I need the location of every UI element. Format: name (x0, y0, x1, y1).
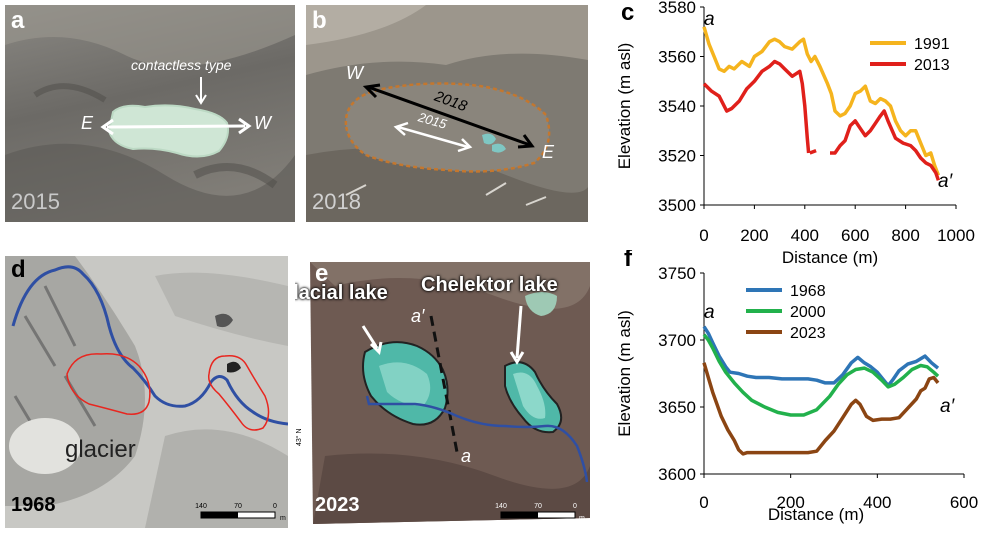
panel-b: b W E 2018 2015 2018 (306, 5, 588, 222)
y-tick-label: 3520 (658, 147, 696, 166)
scale-tick-e-0: 0 (573, 503, 577, 510)
legend-label-2013: 2013 (914, 57, 950, 74)
scale-tick-e-70: 70 (534, 503, 542, 510)
x-tick-label: 800 (891, 226, 919, 245)
scale-tick-d-0: 0 (273, 503, 277, 510)
x-tick-label: 1000 (937, 226, 975, 245)
legend-label-1968: 1968 (790, 283, 826, 300)
end-label-a-prime: a′ (938, 171, 954, 192)
series-line-2013 (830, 109, 941, 181)
chart-c-svg: 3500 3520 3540 3560 3580 0 200 400 600 800 1000 Dis… (615, 0, 975, 267)
panel-a-year: 2015 (11, 189, 60, 214)
panel-b-photo (306, 5, 588, 222)
lake-a (107, 104, 229, 158)
series-line-1991 (702, 26, 941, 176)
west-label-b: W (346, 63, 363, 83)
y-tick-label: 3540 (658, 97, 696, 116)
panel-e: 140 70 0 m 43° N e glacial lake Chelekto… (295, 256, 590, 528)
panel-f-label: f (624, 250, 633, 272)
legend-label-1991: 1991 (914, 36, 950, 53)
latitude-label-e: 43° N (295, 428, 303, 446)
panel-d-label: d (11, 256, 26, 283)
x-tick-label: 0 (699, 226, 708, 245)
legend-label-2000: 2000 (790, 304, 826, 321)
west-label-a: W (254, 113, 271, 133)
panel-b-year: 2018 (312, 189, 361, 214)
panel-c-label: c (621, 0, 634, 26)
y-tick-label: 3580 (658, 0, 696, 17)
series-line-2013 (702, 59, 811, 154)
scale-tick-e-140: 140 (495, 503, 507, 510)
chelektor-lake-label: Chelektor lake (421, 274, 558, 296)
x-axis-label: Distance (m) (768, 505, 864, 524)
y-tick-label: 3750 (658, 264, 696, 283)
start-label-a: a (704, 302, 715, 323)
east-label-a: E (81, 113, 94, 133)
glacier-boundary-d (11, 265, 288, 426)
scale-unit-e: m (579, 515, 585, 522)
panel-e-map: 140 70 0 m 43° N (295, 262, 590, 524)
panel-a-photo (5, 5, 295, 222)
east-label-b: E (542, 142, 555, 162)
panel-a: a contactless type E W 2015 (5, 5, 295, 222)
chart-c: 3500 3520 3540 3560 3580 0 200 400 600 800 1000 Dis… (600, 0, 980, 268)
series-line-2023 (702, 362, 940, 456)
x-axis-label: Distance (m) (782, 248, 878, 267)
panel-d: 140 70 0 m d glacier 1968 (5, 256, 288, 528)
series-line-1968 (702, 325, 940, 388)
y-tick-label: 3560 (658, 48, 696, 67)
x-tick-label: 0 (699, 493, 708, 512)
x-tick-label: 400 (863, 493, 891, 512)
series-line-2013 (809, 148, 817, 155)
start-label-a: a (704, 9, 715, 30)
x-tick-label: 600 (841, 226, 869, 245)
panel-e-label: e (315, 260, 329, 287)
glacial-lake-label: glacial lake (295, 282, 388, 304)
outline-1968-right (207, 354, 270, 431)
glacier-label: glacier (65, 436, 136, 463)
panel-d-map: 140 70 0 m (5, 256, 288, 528)
panel-b-label: b (312, 7, 327, 34)
legend-label-2023: 2023 (790, 325, 826, 342)
panel-e-year: 2023 (315, 494, 360, 516)
x-tick-label: 200 (776, 493, 804, 512)
glacier-boundary-e (365, 395, 589, 483)
x-tick-label: 600 (950, 493, 978, 512)
contactless-type-label: contactless type (131, 57, 232, 73)
y-tick-label: 3500 (658, 196, 696, 215)
x-tick-label: 400 (791, 226, 819, 245)
outline-1968-left (66, 353, 151, 415)
a-label-e: a (461, 446, 472, 466)
scale-unit-d: m (280, 515, 286, 522)
y-tick-label: 3600 (658, 465, 696, 484)
panel-d-year: 1968 (11, 494, 56, 516)
scale-tick-d-70: 70 (234, 503, 242, 510)
panel-a-label: a (11, 7, 25, 34)
y-tick-label: 3650 (658, 398, 696, 417)
series-line-2000 (702, 333, 940, 417)
a-prime-label-e: a′ (411, 306, 425, 326)
y-axis-label: Elevation (m asl) (615, 310, 634, 437)
chart-f: 3600 3650 3700 3750 0 200 400 600 Distance (m) El… (600, 250, 980, 533)
y-axis-label: Elevation (m asl) (615, 43, 634, 170)
chart-f-svg: 3600 3650 3700 3750 0 200 400 600 Distance (m) El… (615, 250, 978, 524)
end-label-a-prime: a′ (940, 396, 956, 417)
y-tick-label: 3700 (658, 331, 696, 350)
scale-tick-d-140: 140 (195, 503, 207, 510)
x-tick-label: 200 (740, 226, 768, 245)
